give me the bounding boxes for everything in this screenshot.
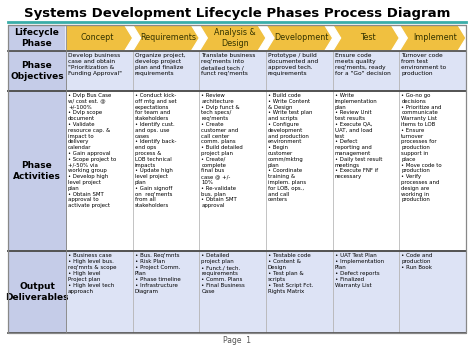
Text: Prototype / build
documented and
approved tech.
requirements: Prototype / build documented and approve… — [268, 53, 318, 76]
FancyBboxPatch shape — [266, 91, 333, 251]
FancyBboxPatch shape — [8, 251, 66, 333]
FancyBboxPatch shape — [399, 251, 466, 333]
FancyBboxPatch shape — [133, 91, 200, 251]
FancyBboxPatch shape — [399, 51, 466, 91]
Text: • Go-no go
decisions
• Prioritize and
communicate
Warranty List
items to LOB
• E: • Go-no go decisions • Prioritize and co… — [401, 93, 442, 202]
Text: Implement: Implement — [413, 33, 456, 43]
FancyBboxPatch shape — [399, 91, 466, 251]
FancyBboxPatch shape — [333, 51, 399, 91]
Text: • Business case
• High level bus.
req'mnts & scope
• High level
Project plan
• H: • Business case • High level bus. req'mn… — [68, 253, 117, 294]
Text: • Dvlp Bus Case
w/ cost est. @
+/-100%
• Dvlp scope
document
• Validate
resource: • Dvlp Bus Case w/ cost est. @ +/-100% •… — [68, 93, 116, 208]
FancyBboxPatch shape — [133, 251, 200, 333]
Text: • Build code
• Write Content
& Design
• Write test plan
and scripts
• Configure
: • Build code • Write Content & Design • … — [268, 93, 312, 202]
Text: Lifecycle
Phase: Lifecycle Phase — [15, 28, 59, 48]
Text: Phase
Activities: Phase Activities — [13, 161, 61, 181]
Text: • Conduct kick-
off mtg and set
expectations
for team and
stakeholders
• Identif: • Conduct kick- off mtg and set expectat… — [135, 93, 176, 208]
Polygon shape — [399, 25, 466, 51]
Text: Page  1: Page 1 — [223, 336, 251, 345]
Text: Systems Development Lifecycle Phases Process Diagram: Systems Development Lifecycle Phases Pro… — [24, 7, 450, 20]
FancyBboxPatch shape — [8, 51, 66, 91]
FancyBboxPatch shape — [66, 251, 133, 333]
Text: • Review
architecture
• Dvlp funct &
tech specs/
req'ments
• Create
customer and: • Review architecture • Dvlp funct & tec… — [201, 93, 243, 208]
FancyBboxPatch shape — [8, 25, 66, 51]
Polygon shape — [266, 25, 333, 51]
Text: Organize project,
develop project
plan and finalize
requirements: Organize project, develop project plan a… — [135, 53, 185, 76]
Polygon shape — [66, 25, 133, 51]
Text: Translate business
req'ments into
detailed tech /
funct req'ments: Translate business req'ments into detail… — [201, 53, 255, 76]
Text: Ensure code
meets quality
req'ments, ready
for a "Go" decision: Ensure code meets quality req'ments, rea… — [335, 53, 391, 76]
Text: Test: Test — [360, 33, 376, 43]
Polygon shape — [133, 25, 200, 51]
Text: Development: Development — [274, 33, 328, 43]
FancyBboxPatch shape — [200, 51, 266, 91]
FancyBboxPatch shape — [333, 251, 399, 333]
Text: Concept: Concept — [81, 33, 114, 43]
Text: Analysis &
Design: Analysis & Design — [214, 28, 255, 48]
FancyBboxPatch shape — [66, 91, 133, 251]
Text: • Code and
production
• Run Book: • Code and production • Run Book — [401, 253, 433, 270]
Text: Turnover code
from test
environment to
production: Turnover code from test environment to p… — [401, 53, 447, 76]
FancyBboxPatch shape — [266, 251, 333, 333]
Polygon shape — [333, 25, 399, 51]
FancyBboxPatch shape — [200, 91, 266, 251]
Text: • Write
implementation
plan
• Review Unit
test results
• Execute QA,
UAT, and lo: • Write implementation plan • Review Uni… — [335, 93, 382, 179]
Text: Output
Deliverables: Output Deliverables — [5, 282, 69, 302]
FancyBboxPatch shape — [133, 51, 200, 91]
Text: Phase
Objectives: Phase Objectives — [10, 61, 64, 81]
Text: • Bus. Req'mnts
• Risk Plan
• Project Comm.
Plan
• Phase timeline
• Infrastructu: • Bus. Req'mnts • Risk Plan • Project Co… — [135, 253, 181, 294]
FancyBboxPatch shape — [8, 91, 66, 251]
FancyBboxPatch shape — [66, 51, 133, 91]
Polygon shape — [200, 25, 266, 51]
FancyBboxPatch shape — [333, 91, 399, 251]
FancyBboxPatch shape — [266, 51, 333, 91]
FancyBboxPatch shape — [200, 251, 266, 333]
Text: • Testable code
• Content &
Design
• Test plan &
scripts
• Test Script Fct.
Righ: • Testable code • Content & Design • Tes… — [268, 253, 313, 294]
Text: • UAT Test Plan
• Implementation
Plan
• Defect reports
• Finalized
Warranty List: • UAT Test Plan • Implementation Plan • … — [335, 253, 384, 288]
Text: Requirements: Requirements — [140, 33, 196, 43]
Text: Develop business
case and obtain
"Prioritization &
Funding Approval": Develop business case and obtain "Priori… — [68, 53, 122, 76]
Text: • Detailed
project plan
• Funct./ tech.
requirements
• Comm. Plans
• Final Busin: • Detailed project plan • Funct./ tech. … — [201, 253, 245, 294]
